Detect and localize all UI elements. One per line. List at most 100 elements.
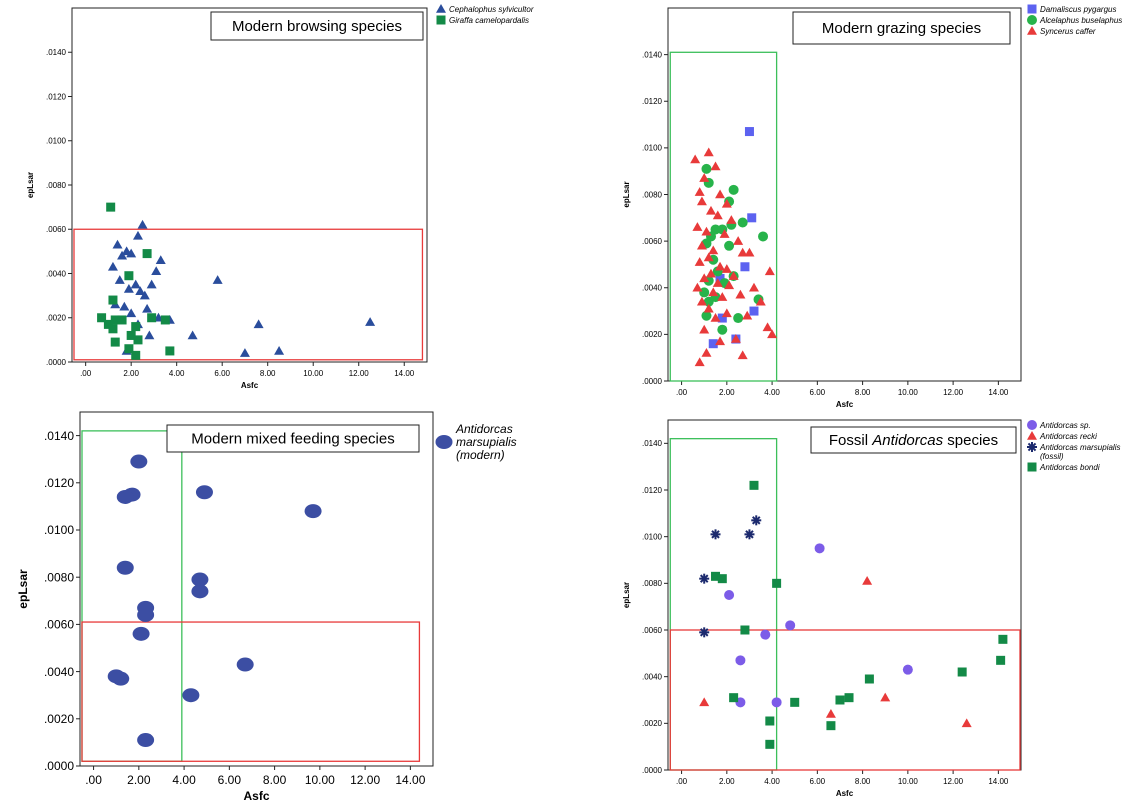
data-point-triangle [862,576,873,585]
data-point-circle [902,664,913,675]
data-point-square [864,674,874,684]
y-tick-label: .0060 [642,626,663,635]
data-point-star [1027,442,1037,452]
range-box [73,228,424,361]
data-point-square [715,273,725,283]
data-point-triangle [762,322,773,332]
data-point-square [844,693,854,703]
data-point-triangle [825,709,836,718]
data-point-circle [1027,15,1037,25]
legend: Damaliscus pygargus Alcelaphus buselaphus… [1027,4,1122,36]
data-point-square [717,313,727,323]
series-cephalophus-sylvicultor [107,219,376,357]
data-point-triangle [755,296,766,306]
data-point-triangle [694,257,705,266]
data-point-triangle [735,289,746,299]
y-tick-label: .0140 [44,429,74,443]
data-point-triangle [130,279,141,289]
y-axis-label: epLsar [26,172,35,198]
data-point-square [133,335,143,345]
data-point-triangle [151,266,162,276]
data-point-ellipse [116,560,134,575]
data-point-square [124,344,134,354]
x-tick-label: 4.00 [764,388,780,397]
x-tick-label: 10.00 [303,369,324,378]
y-tick-label: .0080 [46,181,67,190]
data-point-triangle [880,692,891,702]
data-point-square [740,262,750,272]
legend-entry: Alcelaphus buselaphus [1039,16,1122,25]
y-tick-label: .0020 [46,314,67,323]
chart-title-box [166,424,420,453]
x-tick-label: 14.00 [988,777,1009,786]
data-point-triangle [719,229,730,238]
series-antidorcas-recki [699,576,972,728]
x-tick-label: 10.00 [898,777,919,786]
data-point-triangle [715,261,726,271]
data-point-square [131,350,141,360]
data-point-circle [785,620,796,631]
plot-frame [667,419,1022,771]
y-tick-label: .0140 [46,48,67,57]
y-tick-label: .0020 [642,330,663,339]
y-tick-label: .0000 [642,766,663,775]
x-tick-label: 12.00 [943,777,964,786]
data-point-square [97,313,107,323]
x-tick-label: 12.00 [943,388,964,397]
x-tick-label: 10.00 [898,388,919,397]
data-point-triangle [703,147,714,157]
data-point-triangle [696,240,707,250]
data-point-star [751,515,762,526]
y-tick-label: .0120 [642,97,663,106]
data-point-triangle [696,296,707,306]
y-tick-label: .0120 [46,92,67,101]
chart-title-box [210,11,424,41]
data-point-ellipse [130,454,148,469]
chart-panel-2: .00 2.00 4.00 6.00 8.00 10.00 12.00 14.00 .0000.… [622,4,1122,409]
x-tick-label: 8.00 [855,388,871,397]
data-point-square [717,574,727,584]
data-point-star [699,627,710,638]
data-point-square [124,271,134,281]
x-tick-label: 14.00 [394,369,415,378]
data-point-square [142,249,152,259]
x-tick-label: .00 [676,388,688,397]
data-point-ellipse [112,671,130,686]
legend-entry: Antidorcas marsupialis [1039,443,1120,452]
data-point-circle [1027,420,1037,430]
y-tick-label: .0100 [44,523,74,537]
x-axis-label: Asfc [243,789,269,803]
data-point-triangle [132,230,143,240]
data-point-square [110,315,120,325]
data-point-triangle [712,210,723,220]
y-tick-label: .0060 [46,225,67,234]
data-point-square [160,315,170,325]
data-point-square [749,480,759,490]
data-point-triangle [699,324,710,334]
chart-title-box [810,426,1017,454]
data-point-triangle [126,308,137,318]
data-point-ellipse [195,485,213,500]
y-tick-label: .0060 [44,618,74,632]
data-point-triangle [436,4,446,13]
y-tick-label: .0040 [46,269,67,278]
data-point-circle [724,240,735,251]
data-point-triangle [117,250,128,260]
x-tick-label: 10.00 [305,773,335,787]
data-point-circle [701,163,712,174]
chart-panel-3: .00 2.00 4.00 6.00 8.00 10.00 12.00 14.00 .0000.… [16,411,517,803]
x-tick-label: 12.00 [350,773,380,787]
y-tick-label: .0000 [642,377,663,386]
y-tick-label: .0080 [44,570,74,584]
data-point-circle [735,655,746,666]
y-tick-label: .0040 [44,665,74,679]
x-axis-label: Asfc [836,400,854,409]
data-point-square [711,571,721,581]
x-tick-label: .00 [80,369,92,378]
data-point-triangle [696,196,707,206]
data-point-triangle [708,287,719,297]
data-point-triangle [724,280,735,290]
data-point-triangle [146,279,157,289]
data-point-square [1027,4,1037,14]
x-tick-label: 2.00 [127,773,151,787]
